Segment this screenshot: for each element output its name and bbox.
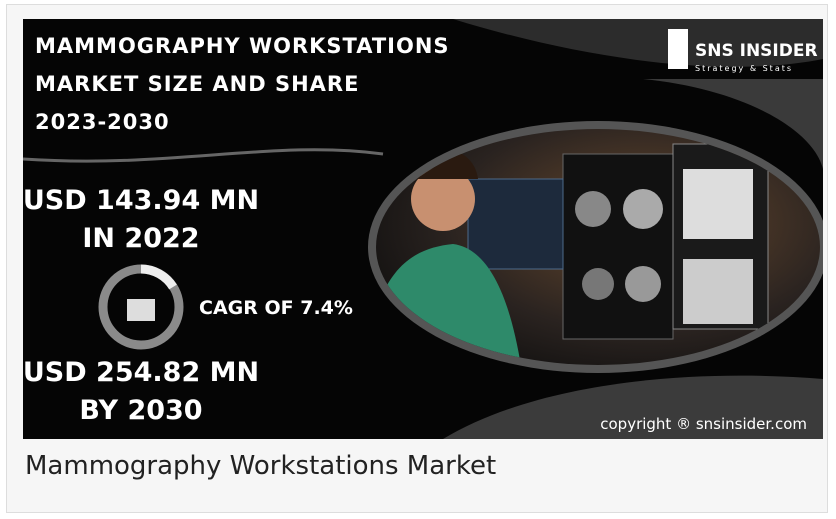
swoosh [453,19,823,67]
caption: Mammography Workstations Market [25,451,497,481]
title-line: 2023-2030 [35,110,170,134]
stat-period: IN 2022 [82,223,199,254]
title-line: MARKET SIZE AND SHARE [35,72,359,96]
ring-arc [140,264,177,290]
logo-tagline: Strategy & Stats [695,64,793,73]
copyright: copyright ® snsinsider.com [600,415,807,433]
stat-period: BY 2030 [79,395,202,426]
image-card: MAMMOGRAPHY WORKSTATIONS MARKET SIZE AND… [6,4,828,513]
chart-icon [127,299,155,321]
logo-name: SNS INSIDER [695,41,818,61]
stat-value: USD 143.94 MN [23,185,259,216]
swoosh [443,375,823,439]
cagr: CAGR OF 7.4% [199,297,353,319]
title-line: MAMMOGRAPHY WORKSTATIONS [35,34,450,58]
swoosh [643,79,823,169]
swoosh-line [23,148,384,163]
logo-icon [668,29,688,69]
banner: MAMMOGRAPHY WORKSTATIONS MARKET SIZE AND… [23,19,823,439]
stat-value: USD 254.82 MN [23,357,259,388]
